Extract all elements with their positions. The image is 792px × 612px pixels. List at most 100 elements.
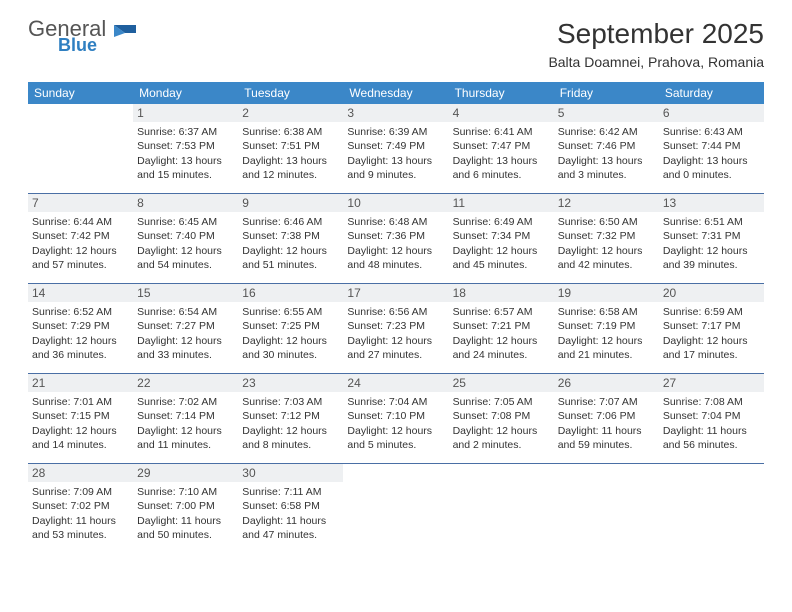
- sunrise-text: Sunrise: 7:05 AM: [453, 395, 550, 409]
- sunset-text: Sunset: 7:36 PM: [347, 229, 444, 243]
- sunset-text: Sunset: 7:02 PM: [32, 499, 129, 513]
- daylight-text: Daylight: 12 hours and 5 minutes.: [347, 424, 444, 452]
- sunrise-text: Sunrise: 6:50 AM: [558, 215, 655, 229]
- day-number: 28: [28, 464, 133, 482]
- empty-cell: [28, 104, 133, 194]
- empty-cell: [554, 464, 659, 554]
- day-number: 13: [659, 194, 764, 212]
- empty-cell: [659, 464, 764, 554]
- sunrise-text: Sunrise: 6:59 AM: [663, 305, 760, 319]
- day-number: 23: [238, 374, 343, 392]
- sunset-text: Sunset: 7:40 PM: [137, 229, 234, 243]
- sunrise-text: Sunrise: 6:38 AM: [242, 125, 339, 139]
- sunset-text: Sunset: 7:38 PM: [242, 229, 339, 243]
- sunset-text: Sunset: 7:14 PM: [137, 409, 234, 423]
- location: Balta Doamnei, Prahova, Romania: [548, 54, 764, 70]
- sunset-text: Sunset: 7:10 PM: [347, 409, 444, 423]
- sunrise-text: Sunrise: 6:44 AM: [32, 215, 129, 229]
- weekday-header: Sunday: [28, 82, 133, 104]
- daylight-text: Daylight: 12 hours and 36 minutes.: [32, 334, 129, 362]
- day-number: 6: [659, 104, 764, 122]
- day-number: 26: [554, 374, 659, 392]
- daylight-text: Daylight: 13 hours and 9 minutes.: [347, 154, 444, 182]
- empty-cell: [449, 464, 554, 554]
- daylight-text: Daylight: 12 hours and 57 minutes.: [32, 244, 129, 272]
- sunrise-text: Sunrise: 6:42 AM: [558, 125, 655, 139]
- day-number: 19: [554, 284, 659, 302]
- sunset-text: Sunset: 7:06 PM: [558, 409, 655, 423]
- day-cell: 29Sunrise: 7:10 AMSunset: 7:00 PMDayligh…: [133, 464, 238, 554]
- day-number: 21: [28, 374, 133, 392]
- day-cell: 2Sunrise: 6:38 AMSunset: 7:51 PMDaylight…: [238, 104, 343, 194]
- sunset-text: Sunset: 7:08 PM: [453, 409, 550, 423]
- daylight-text: Daylight: 11 hours and 47 minutes.: [242, 514, 339, 542]
- day-cell: 16Sunrise: 6:55 AMSunset: 7:25 PMDayligh…: [238, 284, 343, 374]
- day-cell: 11Sunrise: 6:49 AMSunset: 7:34 PMDayligh…: [449, 194, 554, 284]
- sunrise-text: Sunrise: 6:51 AM: [663, 215, 760, 229]
- weekday-header: Friday: [554, 82, 659, 104]
- sunset-text: Sunset: 7:32 PM: [558, 229, 655, 243]
- sunrise-text: Sunrise: 6:48 AM: [347, 215, 444, 229]
- day-cell: 10Sunrise: 6:48 AMSunset: 7:36 PMDayligh…: [343, 194, 448, 284]
- day-cell: 25Sunrise: 7:05 AMSunset: 7:08 PMDayligh…: [449, 374, 554, 464]
- day-cell: 1Sunrise: 6:37 AMSunset: 7:53 PMDaylight…: [133, 104, 238, 194]
- calendar-row: 21Sunrise: 7:01 AMSunset: 7:15 PMDayligh…: [28, 374, 764, 464]
- sunset-text: Sunset: 7:04 PM: [663, 409, 760, 423]
- day-cell: 4Sunrise: 6:41 AMSunset: 7:47 PMDaylight…: [449, 104, 554, 194]
- day-number: 18: [449, 284, 554, 302]
- sunrise-text: Sunrise: 7:02 AM: [137, 395, 234, 409]
- sunset-text: Sunset: 7:15 PM: [32, 409, 129, 423]
- sunrise-text: Sunrise: 6:57 AM: [453, 305, 550, 319]
- weekday-header: Tuesday: [238, 82, 343, 104]
- sunrise-text: Sunrise: 7:11 AM: [242, 485, 339, 499]
- day-number: 17: [343, 284, 448, 302]
- daylight-text: Daylight: 13 hours and 15 minutes.: [137, 154, 234, 182]
- day-number: 24: [343, 374, 448, 392]
- day-number: 15: [133, 284, 238, 302]
- day-cell: 30Sunrise: 7:11 AMSunset: 6:58 PMDayligh…: [238, 464, 343, 554]
- daylight-text: Daylight: 12 hours and 27 minutes.: [347, 334, 444, 362]
- day-cell: 21Sunrise: 7:01 AMSunset: 7:15 PMDayligh…: [28, 374, 133, 464]
- day-number: 10: [343, 194, 448, 212]
- sunrise-text: Sunrise: 6:56 AM: [347, 305, 444, 319]
- sunset-text: Sunset: 7:00 PM: [137, 499, 234, 513]
- sunset-text: Sunset: 7:19 PM: [558, 319, 655, 333]
- sunrise-text: Sunrise: 7:09 AM: [32, 485, 129, 499]
- day-cell: 24Sunrise: 7:04 AMSunset: 7:10 PMDayligh…: [343, 374, 448, 464]
- daylight-text: Daylight: 13 hours and 3 minutes.: [558, 154, 655, 182]
- day-cell: 19 Sunrise: 6:58 AMSunset: 7:19 PMDayligh…: [554, 284, 659, 374]
- sunset-text: Sunset: 7:25 PM: [242, 319, 339, 333]
- sunrise-text: Sunrise: 7:03 AM: [242, 395, 339, 409]
- calendar-row: 1Sunrise: 6:37 AMSunset: 7:53 PMDaylight…: [28, 104, 764, 194]
- day-number: 3: [343, 104, 448, 122]
- sunset-text: Sunset: 7:49 PM: [347, 139, 444, 153]
- calendar-body: 1Sunrise: 6:37 AMSunset: 7:53 PMDaylight…: [28, 104, 764, 553]
- day-number: 2: [238, 104, 343, 122]
- sunset-text: Sunset: 7:29 PM: [32, 319, 129, 333]
- daylight-text: Daylight: 12 hours and 39 minutes.: [663, 244, 760, 272]
- daylight-text: Daylight: 12 hours and 42 minutes.: [558, 244, 655, 272]
- day-cell: 15Sunrise: 6:54 AMSunset: 7:27 PMDayligh…: [133, 284, 238, 374]
- daylight-text: Daylight: 13 hours and 6 minutes.: [453, 154, 550, 182]
- day-number: 4: [449, 104, 554, 122]
- daylight-text: Daylight: 11 hours and 50 minutes.: [137, 514, 234, 542]
- daylight-text: Daylight: 11 hours and 59 minutes.: [558, 424, 655, 452]
- day-cell: 3 Sunrise: 6:39 AMSunset: 7:49 PMDaylight…: [343, 104, 448, 194]
- sunrise-text: Sunrise: 6:39 AM: [347, 125, 444, 139]
- day-number: 12: [554, 194, 659, 212]
- sunset-text: Sunset: 7:46 PM: [558, 139, 655, 153]
- sunrise-text: Sunrise: 6:46 AM: [242, 215, 339, 229]
- day-cell: 28Sunrise: 7:09 AMSunset: 7:02 PMDayligh…: [28, 464, 133, 554]
- day-number: 5: [554, 104, 659, 122]
- sunrise-text: Sunrise: 6:58 AM: [558, 305, 655, 319]
- sunset-text: Sunset: 7:53 PM: [137, 139, 234, 153]
- daylight-text: Daylight: 13 hours and 12 minutes.: [242, 154, 339, 182]
- daylight-text: Daylight: 12 hours and 21 minutes.: [558, 334, 655, 362]
- daylight-text: Daylight: 11 hours and 56 minutes.: [663, 424, 760, 452]
- day-number: 27: [659, 374, 764, 392]
- calendar-row: 28 Sunrise: 7:09 AMSunset: 7:02 PM Dayligh…: [28, 464, 764, 554]
- sunrise-text: Sunrise: 7:10 AM: [137, 485, 234, 499]
- sunrise-text: Sunrise: 6:43 AM: [663, 125, 760, 139]
- calendar-page: General Blue September 2025 Balta Doamne…: [0, 0, 792, 571]
- daylight-text: Daylight: 12 hours and 8 minutes.: [242, 424, 339, 452]
